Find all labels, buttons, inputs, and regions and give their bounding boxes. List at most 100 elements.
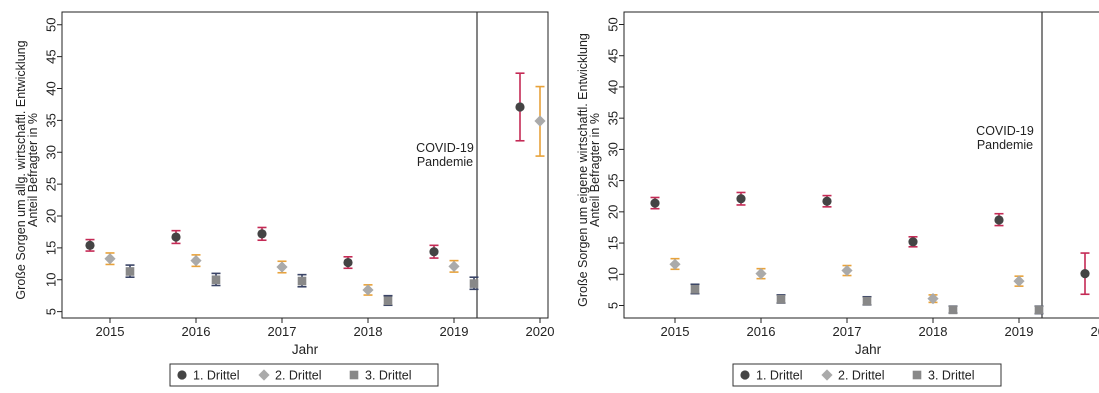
panel-1-ytick-label: 25 (44, 177, 59, 191)
data-point-circle (736, 194, 746, 204)
panel-1-xtick-label: 2017 (268, 324, 297, 339)
data-point-diamond (927, 293, 939, 305)
legend-label: 3. Drittel (928, 369, 975, 383)
panel-2-legend: 1. Drittel 2. Drittel 3. Drittel (732, 363, 1002, 387)
panel-1-legend: 1. Drittel 2. Drittel 3. Drittel (169, 363, 439, 387)
panel-1-ylabel-line: Große Sorgen um allg. wirtschaftl. Entwi… (14, 40, 28, 299)
legend-label: 3. Drittel (365, 369, 412, 383)
panel-2-ytick-label: 45 (606, 48, 621, 62)
panel-1-ytick-label: 20 (44, 209, 59, 223)
panel-1-xtick-label: 2020 (526, 324, 555, 339)
error-bar (556, 93, 565, 164)
legend-marker-square (349, 370, 359, 380)
legend-label: 1. Drittel (756, 369, 803, 383)
legend-label: 2. Drittel (838, 369, 885, 383)
panel-2-ylabel-line: Anteil Befragter in % (588, 113, 602, 227)
panel-1-ytick-label: 30 (44, 145, 59, 159)
data-point-diamond (841, 264, 853, 277)
panel-2-xtick-label: 2016 (747, 324, 776, 339)
data-point-square (776, 294, 786, 304)
data-point-square (211, 275, 221, 285)
data-point-square (556, 124, 565, 133)
panel-2-ytick-label: 5 (606, 302, 621, 309)
data-point-diamond (1013, 275, 1025, 287)
panel-1-frame (61, 11, 549, 319)
panel-2-covid-annotation: COVID-19 (976, 124, 1034, 138)
data-point-diamond (669, 258, 681, 270)
legend-marker-circle (740, 370, 750, 380)
legend-label: 1. Drittel (193, 369, 240, 383)
panel-2-covid-annotation: Pandemie (977, 138, 1033, 152)
data-point-circle (171, 232, 181, 242)
panel-1-ytick-label: 5 (44, 308, 59, 315)
data-point-circle (515, 102, 525, 112)
data-point-circle (429, 247, 439, 257)
panel-1-ytick-label: 40 (44, 81, 59, 95)
data-point-square (1034, 305, 1044, 315)
panel-2-ytick-label: 50 (606, 17, 621, 31)
panel-2-xtick-label: 2020 (1091, 324, 1099, 339)
panel-2-legend-box (732, 363, 1002, 387)
data-point-square (690, 284, 700, 294)
data-point-diamond (448, 260, 460, 272)
panel-1-covid-annotation: Pandemie (417, 155, 473, 169)
data-point-diamond (362, 284, 374, 296)
panel-2-xtick-label: 2015 (661, 324, 690, 339)
panel-1-xtick-label: 2016 (182, 324, 211, 339)
panel-1-ytick-label: 35 (44, 113, 59, 127)
data-point-square (948, 305, 958, 315)
legend-marker-circle (177, 370, 187, 380)
legend-label: 2. Drittel (275, 369, 322, 383)
data-point-diamond (534, 115, 546, 127)
panel-2-data (650, 191, 1090, 315)
data-point-diamond (755, 268, 767, 280)
data-point-circle (1080, 269, 1090, 279)
panel-2-xtick-label: 2019 (1005, 324, 1034, 339)
panel-1-legend-box (169, 363, 439, 387)
panel-2-ylabel-line: Große Sorgen um eigene wirtschaftl. Entw… (576, 33, 590, 307)
panel-1-ytick-label: 50 (44, 18, 59, 32)
legend-marker-square (912, 370, 922, 380)
data-point-circle (908, 237, 918, 247)
panel-2-ytick-label: 15 (606, 236, 621, 250)
panel-1-ylabel-line: Anteil Befragter in % (26, 113, 40, 227)
data-point-circle (85, 240, 95, 250)
panel-2-ytick-label: 35 (606, 111, 621, 125)
data-point-circle (994, 215, 1004, 225)
data-point-circle (257, 229, 267, 239)
legend-marker-diamond (821, 369, 833, 381)
data-point-circle (822, 196, 832, 206)
panel-1-ytick-label: 45 (44, 49, 59, 63)
panel-1-covid-annotation: COVID-19 (416, 141, 474, 155)
panel-2-xtick-label: 2018 (919, 324, 948, 339)
data-point-square (862, 296, 872, 306)
data-point-square (383, 296, 393, 306)
panel-1-xtick-label: 2015 (96, 324, 125, 339)
panel-2: 5 10 15 20 25 30 35 40 45 50 2015 2016 2017 2018 2019 2… (576, 11, 1099, 387)
panel-2-xlabel: Jahr (855, 342, 882, 357)
data-point-square (469, 279, 479, 288)
panel-2-frame (623, 11, 1099, 319)
panel-2-xtick-label: 2017 (833, 324, 862, 339)
data-point-square (297, 276, 307, 286)
panel-1-xtick-label: 2018 (354, 324, 383, 339)
panel-2-ytick-label: 30 (606, 142, 621, 156)
panel-1-xtick-label: 2019 (440, 324, 469, 339)
data-point-diamond (276, 261, 288, 273)
panel-1-xlabel: Jahr (292, 342, 319, 357)
panel-2-ytick-label: 10 (606, 267, 621, 281)
panel-2-ytick-label: 25 (606, 173, 621, 187)
panel-2-ytick-label: 20 (606, 205, 621, 219)
panel-2-ytick-label: 40 (606, 80, 621, 94)
legend-marker-diamond (258, 369, 270, 381)
data-point-diamond (104, 253, 116, 265)
panel-1: 5 10 15 20 25 30 35 40 45 50 2015 2016 2017 2018 2019 2… (14, 11, 565, 387)
data-point-diamond (190, 255, 202, 267)
data-point-square (125, 267, 135, 276)
panel-1-data (85, 72, 565, 307)
data-point-circle (343, 257, 353, 268)
data-point-circle (650, 198, 660, 208)
panel-1-ytick-label: 15 (44, 241, 59, 255)
